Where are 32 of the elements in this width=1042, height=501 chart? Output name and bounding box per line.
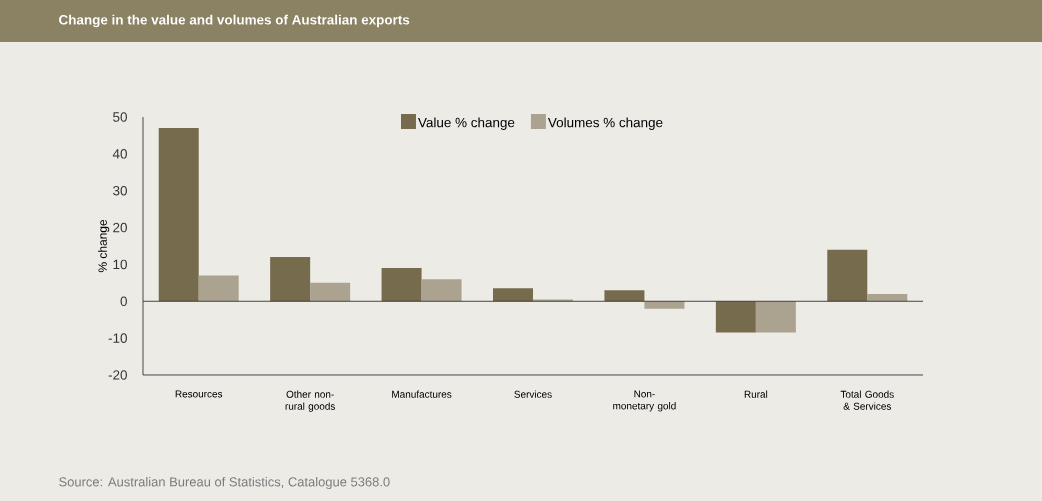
bar (158, 128, 199, 302)
x-tick-label: Total Goods & Services (840, 390, 894, 410)
x-tick-label: Manufactures (392, 390, 452, 398)
bar (867, 293, 908, 302)
legend-label: Value % change (418, 117, 515, 130)
bar (604, 290, 645, 302)
y-tick-label: 40 (112, 149, 127, 159)
y-tick-label: -20 (108, 370, 127, 380)
x-tick-label: Resources (175, 390, 223, 398)
y-tick-label: 50 (113, 112, 127, 122)
x-tick-label: Other non-rural goods (285, 390, 335, 412)
bar (421, 279, 462, 302)
source-note: Source: Australian Bureau of Statistics, Catalogue 5368.0 (59, 476, 390, 490)
bar (270, 257, 311, 302)
legend-label: Volumes % change (547, 117, 663, 130)
x-tick-label: Non-monetary gold (613, 390, 676, 412)
bar (381, 268, 422, 302)
x-tick-label: Services (514, 390, 552, 398)
y-tick-label: 0 (120, 296, 127, 307)
y-tick-label: 20 (113, 222, 127, 233)
y-tick-label: -10 (108, 333, 127, 343)
y-tick-label: 10 (113, 259, 127, 270)
y-axis-title: % change (98, 219, 110, 273)
y-tick-label: 30 (113, 185, 127, 196)
bar (827, 249, 868, 302)
bar (310, 282, 351, 302)
chart-title: Change in the value and volumes of Australian exports (59, 14, 410, 28)
bar (493, 288, 534, 302)
x-tick-label: Rural (744, 390, 768, 398)
bar (715, 301, 756, 333)
bar (198, 275, 239, 302)
bar (755, 301, 796, 333)
